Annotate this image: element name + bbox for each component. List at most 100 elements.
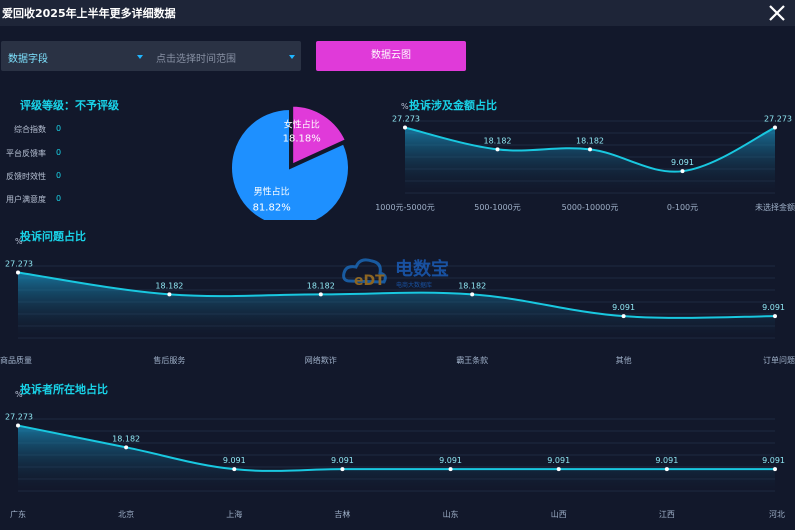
- pie-value-female: 18.18%: [283, 133, 321, 144]
- data-label: 9.091: [439, 456, 462, 465]
- category-label: 售后服务: [153, 355, 185, 365]
- title-bar: 爱回收2025年上半年更多详细数据: [0, 0, 795, 26]
- category-label: 500-1000元: [474, 203, 521, 212]
- data-label: 9.091: [655, 456, 678, 465]
- category-label: 0-100元: [667, 203, 698, 212]
- data-label: 9.091: [762, 456, 785, 465]
- category-label: 北京: [118, 509, 134, 519]
- metric-label: 反馈时效性: [6, 172, 46, 181]
- data-label: 27.273: [5, 413, 33, 422]
- pie-label-female: 女性占比: [284, 118, 320, 130]
- issue-area-chart: % 27.273 商品质量 18.182 售后服务 18.182 网络欺诈 18.182 霸王条…: [0, 237, 795, 365]
- data-label: 9.091: [612, 303, 635, 312]
- series-line: [17, 424, 775, 472]
- rating-heading: 评级等级：不予评级: [20, 99, 119, 112]
- data-point: [448, 467, 453, 472]
- window-title: 爱回收2025年上半年更多详细数据: [2, 7, 176, 20]
- category-label: 霸王条款: [456, 355, 488, 365]
- data-point: [16, 423, 20, 428]
- axis-label-y: %: [15, 390, 23, 399]
- axis-label-y: %: [401, 102, 409, 111]
- metric-label: 平台反馈率: [6, 149, 46, 158]
- watermark-title: 电数宝: [395, 258, 449, 280]
- data-point: [664, 467, 669, 472]
- data-point: [167, 292, 172, 297]
- chevron-down-icon: [137, 55, 143, 59]
- data-point: [495, 147, 500, 152]
- category-label: 吉林: [334, 509, 350, 519]
- series-area: [18, 272, 775, 338]
- data-point: [403, 125, 407, 130]
- pie-slice: [230, 107, 350, 220]
- series-area: [18, 425, 775, 491]
- axis-label-y: %: [15, 237, 23, 246]
- logo-text: eDT: [354, 273, 385, 289]
- data-point: [773, 467, 777, 472]
- series-area: [405, 127, 775, 193]
- data-point: [16, 270, 20, 275]
- metric-value: 0: [56, 194, 62, 203]
- data-label: 9.091: [762, 303, 785, 312]
- amount-area-chart: % 27.273 1000元-5000元 18.182 500-1000元 18.182 5…: [375, 102, 795, 212]
- metric-value: 0: [56, 148, 62, 157]
- time-range-select[interactable]: 点击选择时间范围: [149, 41, 301, 71]
- data-point: [318, 292, 323, 297]
- dianshubao-logo: eDT 电数宝 电商大数据库: [342, 258, 449, 289]
- data-label: 9.091: [671, 158, 694, 167]
- data-point: [773, 125, 777, 130]
- chevron-down-icon: [289, 55, 295, 59]
- data-label: 18.182: [458, 281, 486, 290]
- data-label: 18.182: [307, 281, 335, 290]
- metric-label: 综合指数: [14, 125, 46, 134]
- data-label: 9.091: [547, 456, 570, 465]
- pie-slice: [291, 104, 348, 167]
- category-label: 河北: [769, 509, 785, 519]
- pie-label-male: 男性占比: [254, 185, 290, 197]
- category-label: 山西: [551, 509, 567, 519]
- data-label: 27.273: [5, 260, 33, 269]
- data-label: 27.273: [764, 115, 792, 124]
- category-label: 5000-10000元: [562, 203, 619, 212]
- series-line: [17, 271, 776, 319]
- data-label: 9.091: [223, 456, 246, 465]
- category-label: 网络欺诈: [305, 355, 337, 365]
- category-label: 广东: [10, 509, 26, 519]
- gender-pie-chart: 女性占比 18.18% 男性占比 81.82%: [230, 104, 350, 220]
- data-point: [621, 314, 626, 319]
- region-area-chart: % 27.273 广东 18.182 北京 9.091 上海 9.091 吉林 9.091 山东 9.…: [5, 390, 785, 519]
- field-select-value: 数据字段: [8, 54, 48, 65]
- data-point: [340, 467, 345, 472]
- category-label: 未选择金额: [755, 202, 795, 212]
- category-label: 上海: [226, 509, 242, 519]
- issue-chart-title: 投诉问题占比: [20, 230, 86, 243]
- data-label: 27.273: [392, 115, 420, 124]
- data-point: [680, 169, 685, 174]
- data-cloud-button[interactable]: 数据云图: [316, 41, 466, 71]
- data-point: [124, 445, 129, 450]
- metric-value: 0: [56, 171, 62, 180]
- time-range-placeholder: 点击选择时间范围: [156, 54, 236, 65]
- field-select[interactable]: 数据字段: [1, 41, 149, 71]
- data-label: 18.182: [484, 136, 512, 145]
- category-label: 江西: [659, 510, 675, 519]
- category-label: 1000元-5000元: [375, 203, 435, 212]
- data-label: 9.091: [331, 456, 354, 465]
- category-label: 其他: [616, 355, 632, 365]
- category-label: 山东: [443, 509, 459, 519]
- close-icon[interactable]: [767, 3, 787, 23]
- category-label: 订单问题: [763, 355, 795, 365]
- data-point: [588, 147, 592, 152]
- watermark-sub: 电商大数据库: [396, 281, 432, 289]
- pie-value-male: 81.82%: [253, 202, 291, 213]
- amount-chart-title: 投诉涉及金额占比: [409, 99, 497, 112]
- data-label: 18.182: [112, 434, 140, 443]
- data-point: [232, 467, 237, 472]
- data-point: [470, 292, 475, 297]
- metric-value: 0: [56, 124, 62, 133]
- region-chart-title: 投诉者所在地占比: [20, 383, 108, 396]
- data-label: 18.182: [576, 136, 604, 145]
- data-point: [773, 314, 777, 319]
- metric-label: 用户满意度: [6, 195, 46, 204]
- data-label: 18.182: [155, 281, 183, 290]
- data-point: [556, 467, 561, 472]
